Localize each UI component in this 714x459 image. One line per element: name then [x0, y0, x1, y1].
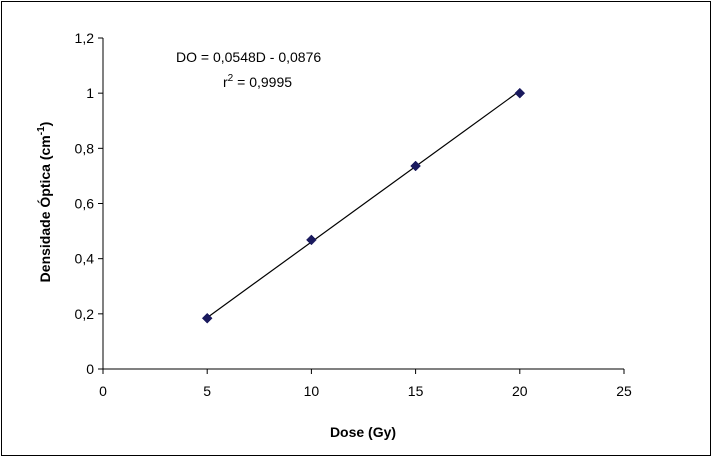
- trendline: [206, 90, 521, 319]
- y-tick-label: 1: [86, 85, 94, 101]
- r-squared-annotation: r2 = 0,9995: [223, 73, 292, 90]
- data-point: [201, 312, 213, 324]
- equation-annotation: DO = 0,0548D - 0,0876: [176, 49, 321, 65]
- x-tick-label: 0: [99, 383, 107, 399]
- x-tick-label: 15: [408, 383, 424, 399]
- y-tick-label: 0,2: [75, 306, 95, 322]
- r-squared-superscript: 2: [228, 73, 234, 84]
- data-point: [306, 234, 317, 246]
- y-tick-label: 0,4: [75, 251, 95, 267]
- y-axis-title-superscript: -1: [36, 126, 47, 135]
- x-axis-title: Dose (Gy): [330, 424, 396, 440]
- trendline-group: [206, 90, 521, 319]
- y-tick-label: 0,8: [75, 140, 95, 156]
- y-tick-label: 1,2: [75, 30, 95, 46]
- x-tick-label: 25: [616, 383, 632, 399]
- x-tick-label: 5: [203, 383, 211, 399]
- y-tick-label: 0: [86, 361, 94, 377]
- y-axis-title-suffix: ): [37, 122, 53, 127]
- data-point: [514, 87, 526, 99]
- r-squared-symbol: r: [223, 74, 228, 90]
- y-axis-title: Densidade Óptica (cm-1): [36, 122, 53, 283]
- x-axis: 0 5 10 15 20 25: [99, 368, 632, 399]
- y-axis: 0 0,2 0,4 0,6 0,8 1 1,2: [75, 30, 104, 377]
- x-tick-label: 20: [512, 383, 528, 399]
- y-tick-label: 0,6: [75, 196, 95, 212]
- r-squared-value: = 0,9995: [233, 74, 292, 90]
- data-points: [201, 87, 526, 324]
- x-tick-label: 10: [304, 383, 320, 399]
- y-axis-title-main: Densidade Óptica (cm: [36, 135, 53, 282]
- data-point: [410, 160, 421, 172]
